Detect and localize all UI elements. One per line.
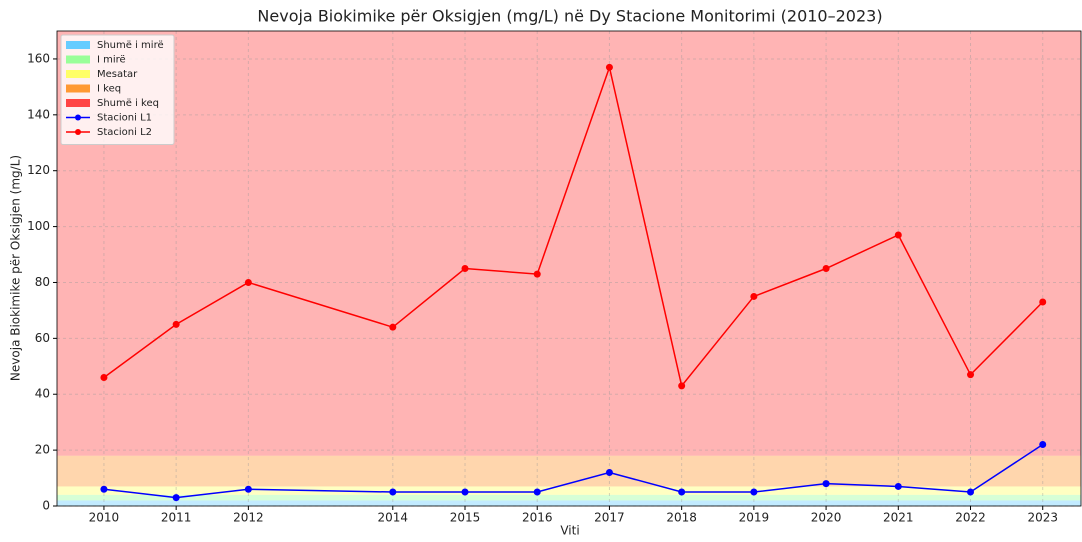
quality-band <box>57 455 1081 487</box>
x-tick-label: 2016 <box>522 511 553 525</box>
x-tick-label: 2020 <box>811 511 842 525</box>
data-point <box>750 292 758 300</box>
y-tick-label: 140 <box>27 107 50 121</box>
data-point <box>461 265 469 272</box>
legend-marker <box>75 129 81 135</box>
data-point <box>822 265 830 272</box>
x-tick-label: 2014 <box>378 511 409 525</box>
y-axis-label: Nevoja Biokimike për Oksigjen (mg/L) <box>9 155 23 381</box>
x-tick-label: 2022 <box>955 511 986 525</box>
data-point <box>100 485 108 493</box>
x-tick-label: 2015 <box>450 511 481 525</box>
chart-title: Nevoja Biokimike për Oksigjen (mg/L) në … <box>257 7 882 26</box>
legend-swatch <box>66 70 90 78</box>
y-tick-label: 160 <box>27 51 50 65</box>
y-tick-label: 20 <box>35 443 50 457</box>
x-tick-label: 2012 <box>233 511 264 525</box>
data-point <box>100 373 108 381</box>
data-point <box>605 468 613 476</box>
legend-swatch <box>66 84 90 93</box>
data-point <box>389 488 397 496</box>
legend-swatch <box>66 99 90 107</box>
quality-band <box>57 500 1081 506</box>
y-tick-label: 0 <box>42 499 50 513</box>
quality-band <box>57 486 1081 495</box>
data-point <box>750 488 758 496</box>
quality-band <box>57 494 1081 501</box>
data-point <box>678 382 686 390</box>
y-tick-label: 60 <box>35 331 50 345</box>
data-point <box>894 482 902 490</box>
legend-label: Shumë i keq <box>97 98 159 109</box>
data-point <box>244 485 252 493</box>
quality-band <box>57 31 1081 456</box>
legend-swatch <box>66 41 90 49</box>
data-point <box>822 480 830 488</box>
x-tick-label: 2018 <box>666 511 697 525</box>
legend-swatch <box>66 55 90 64</box>
data-point <box>389 323 397 331</box>
data-point <box>244 278 252 286</box>
data-point <box>172 494 180 502</box>
y-tick-label: 120 <box>27 163 50 177</box>
data-point <box>1039 441 1047 449</box>
legend: Shumë i mirë I mirë Mesatar I keq Shumë i ke… <box>60 34 175 145</box>
y-tick-label: 40 <box>35 387 50 401</box>
x-tick-label: 2019 <box>739 511 770 525</box>
y-tick-label: 80 <box>35 275 50 289</box>
data-point <box>461 488 469 496</box>
data-point <box>967 371 975 379</box>
x-axis-label: Viti <box>560 524 579 538</box>
legend-label: Stacioni L1 <box>97 113 152 124</box>
plot-frame <box>56 30 1082 507</box>
legend-label: Stacioni L2 <box>97 127 152 138</box>
legend-label: I mirë <box>97 55 126 66</box>
data-point <box>605 63 613 71</box>
data-point <box>894 231 902 239</box>
y-tick-label: 100 <box>27 219 50 233</box>
x-tick-label: 2017 <box>594 511 625 525</box>
data-point <box>172 320 180 328</box>
x-tick-label: 2011 <box>161 511 192 525</box>
x-tick-label: 2010 <box>89 511 120 525</box>
legend-label: I keq <box>97 84 121 95</box>
data-point <box>1039 298 1047 306</box>
data-point <box>533 270 541 278</box>
legend-marker <box>75 114 81 121</box>
legend-label: Mesatar <box>97 69 138 80</box>
data-point <box>533 488 541 496</box>
data-point <box>967 488 975 496</box>
data-point <box>678 488 686 496</box>
x-tick-label: 2023 <box>1027 511 1058 525</box>
x-tick-label: 2021 <box>883 511 914 525</box>
legend-label: Shumë i mirë <box>97 40 164 51</box>
